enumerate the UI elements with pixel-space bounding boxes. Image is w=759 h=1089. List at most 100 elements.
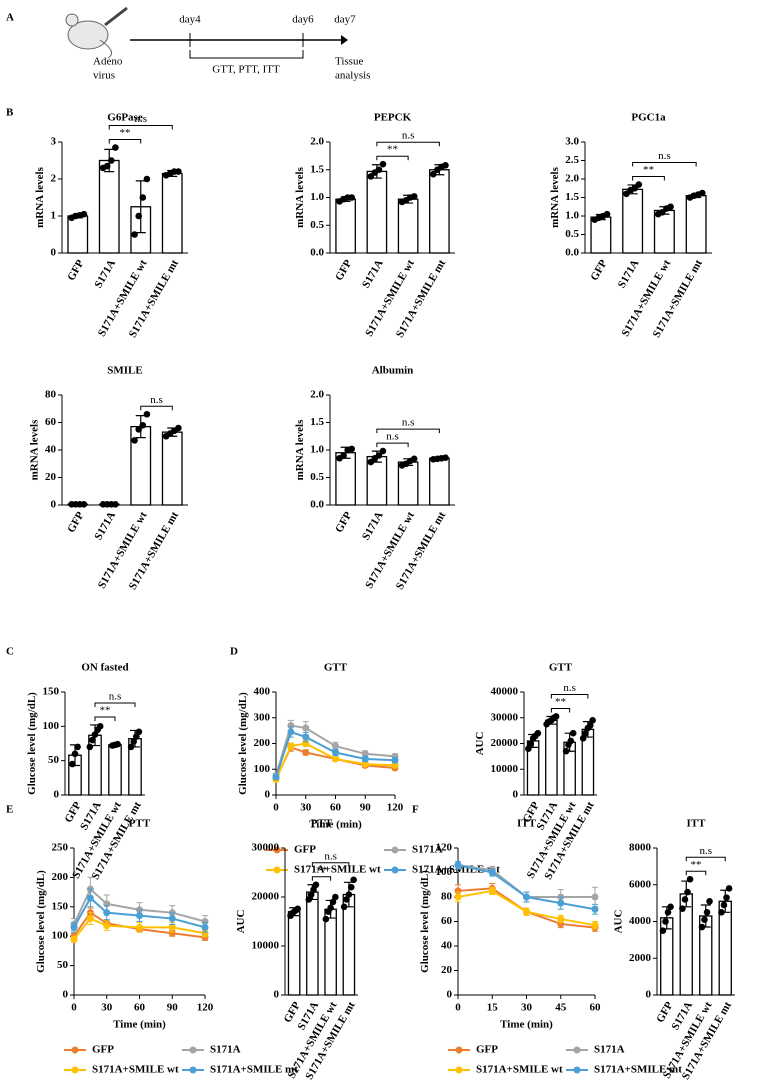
y-tick-label: 20000 bbox=[252, 891, 280, 903]
series-marker bbox=[332, 742, 339, 750]
data-point bbox=[348, 445, 356, 453]
data-point bbox=[350, 876, 357, 884]
significance-label: ** bbox=[100, 704, 111, 716]
bar bbox=[622, 188, 644, 254]
significance-bracket bbox=[632, 162, 697, 167]
bar bbox=[685, 194, 707, 254]
y-tick-label: 1.5 bbox=[565, 191, 579, 203]
y-axis-label: Glucose level (mg/dL) bbox=[419, 870, 431, 973]
y-tick-label: 40 bbox=[441, 940, 453, 952]
series-marker bbox=[454, 887, 462, 895]
data-point bbox=[525, 745, 532, 752]
data-point bbox=[131, 437, 138, 444]
y-tick-label: 0.0 bbox=[310, 499, 324, 511]
y-tick-label: 0 bbox=[54, 789, 60, 801]
series-marker bbox=[454, 861, 462, 869]
y-tick-label: 0.0 bbox=[310, 247, 324, 259]
mouse-ear bbox=[65, 13, 79, 27]
data-point bbox=[635, 181, 643, 188]
virus-label: Adeno bbox=[93, 56, 123, 68]
data-point bbox=[410, 455, 418, 463]
y-axis-label: AUC bbox=[235, 910, 247, 934]
x-tick-label: GFP bbox=[333, 258, 355, 283]
y-axis-label: AUC bbox=[474, 732, 486, 756]
series-marker bbox=[103, 922, 111, 930]
data-point bbox=[701, 916, 708, 923]
y-tick-label: 1.0 bbox=[310, 191, 324, 203]
significance-bracket bbox=[140, 405, 173, 411]
chart-title: Albumin bbox=[372, 365, 414, 377]
panel-label: C bbox=[6, 646, 14, 658]
legend-label: S171A+SMILE mt bbox=[412, 864, 500, 876]
y-axis-label: mRNA levels bbox=[294, 419, 306, 481]
legend-marker bbox=[573, 1046, 581, 1054]
x-tick-label: S171A bbox=[92, 258, 118, 291]
data-point bbox=[322, 915, 330, 923]
data-point bbox=[345, 891, 353, 898]
significance-label: ** bbox=[120, 127, 131, 139]
y-tick-label: 0 bbox=[513, 789, 519, 801]
y-tick-label: 400 bbox=[254, 686, 271, 698]
data-point bbox=[343, 896, 350, 903]
significance-bracket bbox=[94, 702, 136, 707]
significance-label: n.s bbox=[402, 130, 415, 142]
data-point bbox=[375, 166, 383, 174]
significance-bracket bbox=[685, 856, 726, 862]
chart-title: PGC1a bbox=[631, 112, 666, 124]
x-tick-label: 120 bbox=[197, 1002, 214, 1014]
x-tick-label: S171A bbox=[360, 510, 386, 543]
bar bbox=[429, 457, 450, 506]
data-point bbox=[718, 909, 725, 916]
data-point bbox=[86, 743, 94, 751]
data-point bbox=[112, 501, 119, 508]
legend-label: S171A bbox=[412, 844, 443, 856]
x-tick-label: GFP bbox=[333, 510, 355, 535]
x-tick-label: 0 bbox=[71, 1002, 77, 1014]
data-point bbox=[294, 905, 301, 913]
data-point bbox=[699, 189, 706, 197]
series-marker bbox=[136, 912, 143, 920]
x-tick-label: 60 bbox=[590, 1002, 602, 1014]
series-line bbox=[73, 887, 206, 925]
x-tick-label: 60 bbox=[134, 1002, 146, 1014]
y-tick-label: 2.5 bbox=[565, 154, 579, 166]
chart-title: ON fasted bbox=[81, 662, 128, 674]
y-tick-label: 8000 bbox=[629, 842, 652, 854]
y-tick-label: 0.5 bbox=[310, 219, 324, 231]
bar bbox=[161, 172, 183, 254]
y-tick-label: 120 bbox=[436, 842, 453, 854]
y-tick-label: 100 bbox=[254, 763, 271, 775]
mouse-tail bbox=[99, 39, 113, 59]
significance-label: ** bbox=[643, 164, 654, 176]
y-tick-label: 2.0 bbox=[310, 136, 324, 148]
data-point bbox=[659, 927, 667, 934]
data-point bbox=[579, 735, 587, 742]
series-marker bbox=[591, 893, 599, 901]
x-tick-label: GFP bbox=[588, 258, 610, 283]
y-tick-label: 150 bbox=[52, 900, 69, 912]
y-tick-label: 80 bbox=[441, 891, 453, 903]
data-point bbox=[329, 898, 337, 906]
series-marker bbox=[86, 894, 94, 902]
significance-label: ** bbox=[387, 144, 398, 156]
legend-label: GFP bbox=[92, 1044, 114, 1056]
significance-label: n.s bbox=[402, 417, 415, 429]
bar bbox=[429, 169, 450, 254]
y-axis-label: mRNA levels bbox=[29, 419, 41, 481]
series-marker bbox=[557, 915, 565, 923]
series-marker bbox=[201, 929, 209, 937]
y-tick-label: 2 bbox=[51, 173, 57, 185]
significance-label: ** bbox=[316, 864, 327, 876]
series-marker bbox=[168, 929, 176, 937]
data-point bbox=[327, 904, 334, 912]
data-point bbox=[71, 750, 79, 758]
series-marker bbox=[454, 893, 462, 901]
significance-bracket bbox=[685, 870, 707, 876]
data-point bbox=[175, 168, 182, 175]
data-point bbox=[96, 723, 104, 730]
virus-label: virus bbox=[93, 70, 115, 82]
data-point bbox=[527, 740, 535, 747]
series-line bbox=[275, 742, 396, 780]
x-tick-label: GFP bbox=[65, 510, 87, 535]
x-tick-label: S171A bbox=[360, 258, 386, 291]
